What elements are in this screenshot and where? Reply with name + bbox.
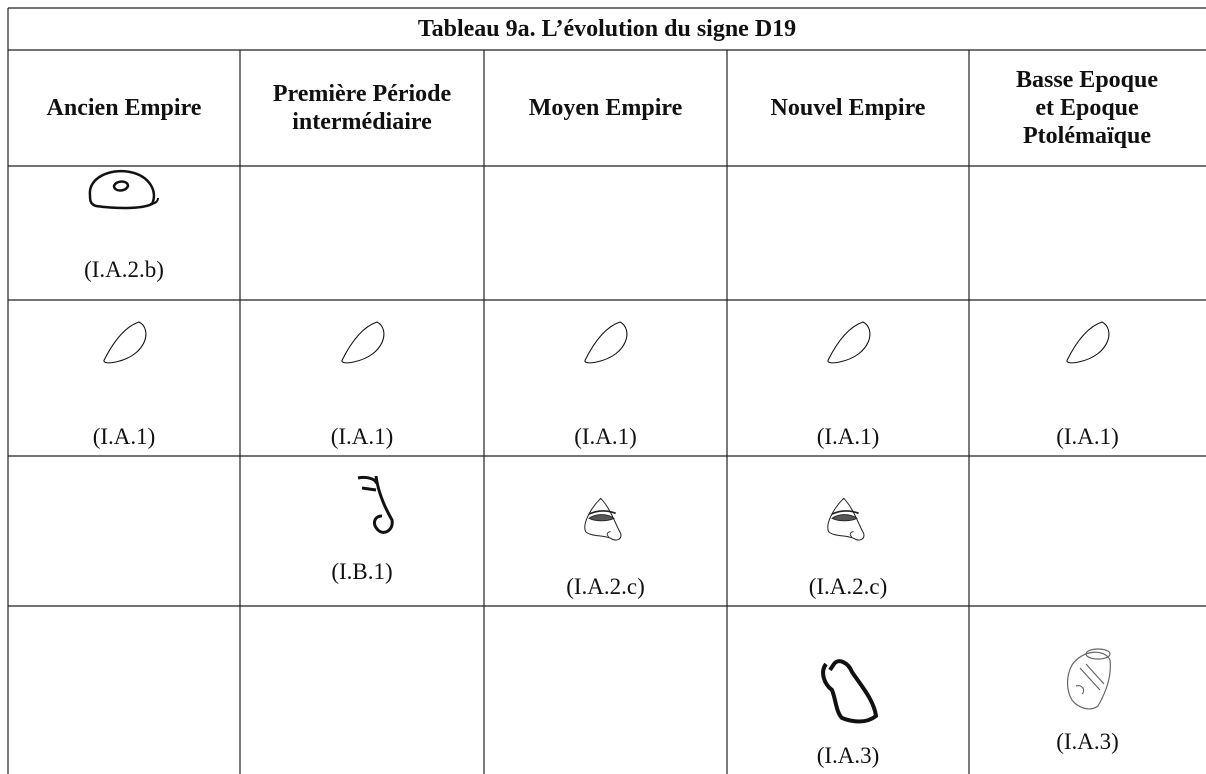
cell-label: (I.B.1)	[331, 559, 393, 584]
cell-label: (I.A.1)	[816, 424, 880, 449]
cell-label: (I.A.1)	[330, 424, 394, 449]
column-header: Nouvel Empire	[770, 95, 926, 121]
cell-label: (I.A.1)	[92, 424, 156, 449]
glyph-crescent	[1066, 321, 1110, 364]
cell-label: (I.A.2.c)	[808, 574, 888, 599]
cell-label: (I.A.1)	[1056, 424, 1119, 449]
cell-label: (I.A.2.b)	[84, 257, 164, 282]
grid-lines	[7, 7, 1206, 774]
cell-label: (I.A.1)	[574, 424, 637, 449]
column-header: Moyen Empire	[528, 95, 683, 121]
cell-label: (I.A.3)	[816, 743, 880, 768]
glyph-profile	[357, 475, 394, 534]
column-header: Basse Epoque et Epoque Ptolémaïque	[1015, 67, 1159, 149]
glyph-oval	[88, 169, 159, 210]
glyph-crescent	[584, 321, 628, 364]
cell-label: (I.A.2.c)	[566, 574, 645, 599]
glyph-crescent	[103, 321, 147, 364]
glyph-crescent	[827, 321, 871, 364]
column-header: Ancien Empire	[46, 95, 202, 121]
glyph-crescent	[341, 321, 385, 364]
cell-label: (I.A.3)	[1056, 729, 1119, 754]
glyph-eye	[583, 497, 622, 541]
column-header: Première Période intermédiaire	[272, 81, 452, 135]
glyph-sketch	[1066, 648, 1111, 710]
table-title: Tableau 9a. L’évolution du signe D19	[417, 16, 797, 42]
glyph-eye	[826, 497, 865, 541]
glyph-thick	[821, 659, 879, 724]
